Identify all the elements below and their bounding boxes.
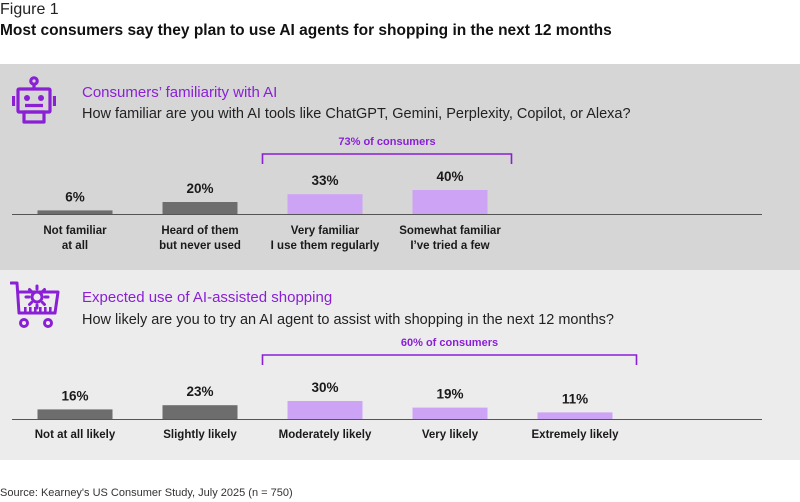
bar [162,202,238,214]
data-label: 16% [61,388,88,403]
category-label: Extremely likely [532,429,620,441]
robot-icon [12,76,56,124]
shopping-chart: 16% Not at all likely 23% Slightly likely 30… [12,337,762,441]
category-label: Not at all likely [35,429,116,441]
bar [287,401,363,419]
category-label: Very familiar [291,225,360,237]
bar [412,190,488,214]
data-label: 11% [562,391,588,406]
source-note: Source: Kearney's US Consumer Study, Jul… [0,487,293,499]
bracket-line [261,153,513,164]
bar [412,407,488,419]
bracket-label: 60% of consumers [401,337,498,349]
category-label: Not familiar [43,225,107,237]
figure-label: Figure 1 [0,1,59,18]
data-label: 20% [186,181,213,196]
category-label: Somewhat familiar [399,225,501,237]
category-label: I’ve tried a few [410,240,489,252]
data-label: 40% [436,169,463,184]
category-label: Moderately likely [279,429,372,441]
bar [537,412,613,419]
bar [287,194,363,214]
bar [37,409,113,419]
bar [37,210,113,214]
figure-title: Most consumers say they plan to use AI a… [0,22,612,39]
bar [162,405,238,419]
data-label: 19% [436,387,463,402]
shopping-panel: Expected use of AI-assisted shopping How… [0,270,800,460]
bracket-label: 73% of consumers [338,136,435,148]
bracket-line [261,354,638,365]
shopping-heading: Expected use of AI-assisted shopping [82,289,333,306]
shopping-question: How likely are you to try an AI agent to… [82,312,614,328]
category-label: at all [62,240,88,252]
familiarity-chart: 6% Not familiar at all 20% Heard of them but … [12,136,762,252]
category-label: but never used [159,240,241,252]
familiarity-panel: Consumers’ familiarity with AI How famil… [0,64,800,270]
familiarity-question: How familiar are you with AI tools like … [82,106,631,122]
data-label: 23% [186,384,213,399]
category-label: I use them regularly [271,240,380,252]
data-label: 33% [311,173,338,188]
category-label: Very likely [422,429,479,441]
familiarity-heading: Consumers’ familiarity with AI [82,84,278,101]
data-label: 30% [311,380,338,395]
category-label: Slightly likely [163,429,237,441]
shopping-cart-gear-icon [10,281,60,328]
category-label: Heard of them [161,225,238,237]
data-label: 6% [65,189,85,204]
